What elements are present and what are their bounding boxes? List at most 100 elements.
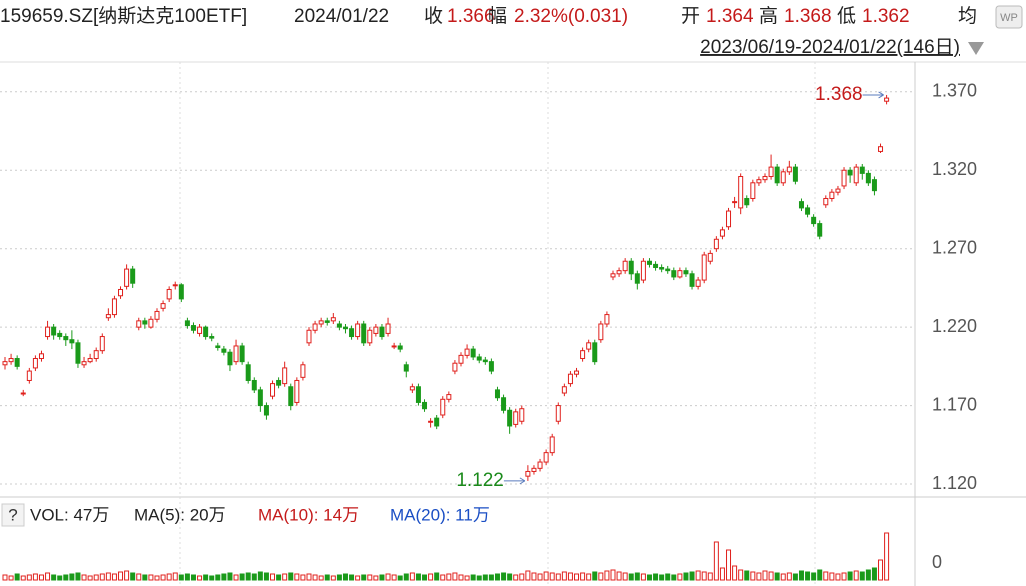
help[interactable]: ? [8, 505, 17, 524]
volume-bar [719, 567, 725, 581]
volume-bar [580, 572, 586, 581]
volume-bar [501, 572, 507, 581]
change-label: 幅 [488, 5, 507, 27]
candle-body [622, 260, 628, 272]
volume-bar [14, 573, 20, 581]
volume-bar [385, 573, 391, 581]
volume-bar [93, 574, 99, 581]
extreme-arrowhead [519, 477, 526, 485]
change-value: 2.32%(0.031) [514, 6, 628, 27]
volume-bar [744, 570, 750, 581]
volume-bar [440, 574, 446, 581]
volume-bar [780, 573, 786, 581]
volume-bar [482, 574, 488, 581]
candle-body [798, 201, 804, 209]
candle-body [26, 370, 32, 381]
volume-bar [130, 572, 136, 581]
volume-bar [549, 572, 555, 581]
volume-bar [610, 569, 616, 581]
candle-body [434, 417, 440, 427]
candle-body [32, 358, 38, 369]
volume-bar [172, 572, 178, 581]
candle-body [847, 169, 853, 176]
candle-body [81, 361, 87, 366]
volume-bar [659, 574, 665, 581]
candle-body [276, 379, 282, 386]
candle-body [336, 323, 342, 328]
volume-bar [586, 573, 592, 581]
volume-bar [197, 575, 203, 581]
candle-body [63, 336, 69, 341]
volume-bar [75, 572, 81, 581]
help-button[interactable] [1, 503, 25, 527]
ma5-label: MA(5): 20万 [134, 505, 226, 524]
candle-body [823, 197, 829, 206]
volume-bar [561, 571, 567, 581]
candle-body [306, 329, 312, 344]
volume-bar [154, 575, 160, 581]
y-tick-label: 1.220 [932, 316, 977, 336]
candle-body [361, 323, 367, 344]
candle-body [51, 326, 57, 336]
candle-body [671, 270, 677, 278]
candle-body [817, 223, 823, 237]
volume-bar [142, 574, 148, 581]
volume-bar [136, 573, 142, 581]
candle-body [154, 310, 160, 320]
candle-body [665, 268, 671, 272]
candle-body [750, 182, 756, 199]
candle-body [403, 364, 409, 372]
candle-body [330, 317, 336, 322]
vol-label: VOL: 47万 [30, 505, 109, 524]
candle-body [878, 146, 884, 152]
volume-bar [51, 574, 57, 581]
candle-body [415, 386, 421, 403]
volume-bar [646, 574, 652, 581]
volume-bar [494, 573, 500, 581]
volume-bar [592, 571, 598, 581]
volume-bar [118, 571, 124, 581]
candle-body [245, 364, 251, 381]
candle-body [561, 386, 567, 394]
candle-body [598, 323, 604, 341]
volume-bar [203, 574, 209, 581]
candle-body [446, 394, 452, 400]
candle-body [604, 314, 610, 325]
candle-body [257, 389, 263, 407]
candle-body [616, 270, 622, 275]
candle-body [780, 171, 786, 184]
volume-bar [20, 575, 26, 581]
high-value: 1.368 [784, 6, 832, 27]
volume-bar [476, 575, 482, 581]
logo-icon[interactable]: WP [995, 5, 1023, 29]
volume-bar [403, 573, 409, 581]
volume-bar [300, 574, 306, 581]
candle-body [342, 326, 348, 330]
candle-body [726, 210, 732, 228]
candle-body [683, 270, 689, 275]
volume-bar [446, 573, 452, 581]
candle-body [172, 284, 178, 287]
volume-bar [689, 571, 695, 581]
volume-bar [166, 573, 172, 581]
candle-body [774, 166, 780, 184]
candle-body [501, 397, 507, 411]
volume-bar [683, 572, 689, 581]
volume-bar [531, 572, 537, 581]
y-tick-label: 1.320 [932, 159, 977, 179]
volume-bar [488, 574, 494, 581]
candle-body [263, 405, 269, 416]
candle-body [397, 345, 403, 350]
volume-bar [798, 570, 804, 581]
candle-body [513, 411, 519, 425]
volume-bar [634, 572, 640, 581]
candle-body [184, 320, 190, 327]
dropdown-arrow[interactable] [968, 42, 984, 55]
candle-body [93, 350, 99, 360]
candle-body [792, 166, 798, 182]
candle-body [859, 166, 865, 174]
volume-bar [738, 569, 744, 581]
volume-bar [38, 574, 44, 581]
date-range[interactable]: 2023/06/19-2024/01/22(146日) [700, 37, 960, 58]
volume-bar [276, 574, 282, 581]
